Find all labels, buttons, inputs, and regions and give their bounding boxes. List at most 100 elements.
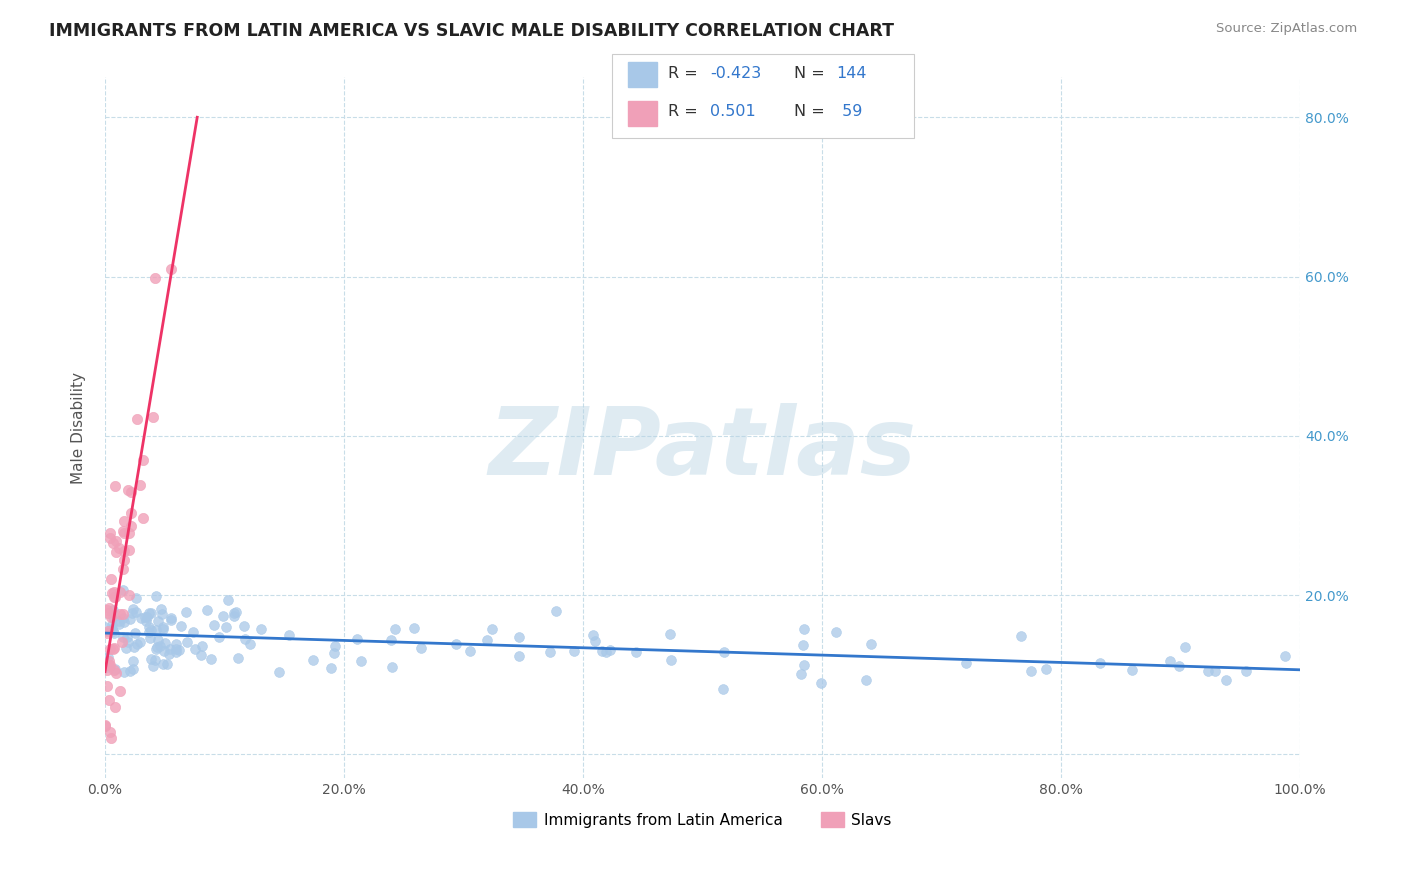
Point bbox=[103, 626, 125, 640]
Point bbox=[122, 640, 145, 654]
Point bbox=[129, 611, 152, 625]
Point bbox=[197, 603, 219, 617]
Point bbox=[118, 664, 141, 678]
Point bbox=[120, 519, 142, 533]
Point bbox=[107, 615, 129, 629]
Point bbox=[226, 650, 249, 665]
Point bbox=[176, 635, 198, 649]
Point bbox=[222, 608, 245, 623]
Point bbox=[658, 626, 681, 640]
Point bbox=[112, 553, 135, 567]
Point bbox=[98, 654, 121, 668]
Point bbox=[97, 607, 120, 621]
Text: IMMIGRANTS FROM LATIN AMERICA VS SLAVIC MALE DISABILITY CORRELATION CHART: IMMIGRANTS FROM LATIN AMERICA VS SLAVIC … bbox=[49, 22, 894, 40]
Text: R =: R = bbox=[668, 66, 703, 80]
Point bbox=[146, 614, 169, 628]
Point bbox=[212, 608, 235, 623]
Point bbox=[1010, 629, 1032, 643]
Point bbox=[508, 630, 530, 644]
Point bbox=[98, 641, 121, 656]
Point bbox=[591, 644, 613, 658]
Point bbox=[384, 622, 406, 636]
Point bbox=[346, 632, 368, 646]
Point bbox=[103, 590, 125, 604]
Point bbox=[114, 640, 136, 655]
Point bbox=[155, 636, 177, 650]
Point bbox=[792, 639, 814, 653]
Point bbox=[152, 622, 174, 636]
Point bbox=[105, 545, 128, 559]
Point bbox=[111, 583, 134, 598]
Text: 59: 59 bbox=[837, 104, 862, 119]
Point bbox=[96, 679, 118, 693]
Point bbox=[101, 586, 124, 600]
Point bbox=[108, 541, 131, 556]
Point bbox=[1197, 665, 1219, 679]
Point bbox=[129, 634, 152, 648]
Point bbox=[101, 622, 124, 636]
Point bbox=[855, 673, 877, 687]
Point bbox=[96, 624, 118, 638]
Point bbox=[104, 662, 127, 676]
Point bbox=[108, 607, 131, 621]
Point bbox=[183, 641, 205, 656]
Point bbox=[98, 724, 121, 739]
Point bbox=[159, 261, 181, 276]
Point bbox=[125, 605, 148, 619]
Point bbox=[127, 637, 149, 651]
Point bbox=[302, 653, 325, 667]
Point bbox=[101, 602, 124, 616]
Point bbox=[111, 562, 134, 576]
Point bbox=[111, 524, 134, 538]
Point bbox=[138, 606, 160, 620]
Point bbox=[232, 619, 254, 633]
Point bbox=[402, 621, 425, 635]
Point bbox=[101, 609, 124, 624]
Point bbox=[112, 543, 135, 558]
Point bbox=[1274, 648, 1296, 663]
Point bbox=[112, 525, 135, 540]
Point bbox=[111, 607, 134, 622]
Point bbox=[233, 632, 256, 647]
Point bbox=[1035, 662, 1057, 676]
Point bbox=[103, 584, 125, 599]
Point bbox=[146, 640, 169, 654]
Point bbox=[141, 652, 163, 666]
Point bbox=[149, 639, 172, 653]
Point bbox=[152, 644, 174, 658]
Point bbox=[118, 588, 141, 602]
Point bbox=[200, 652, 222, 666]
Point bbox=[94, 719, 117, 733]
Point bbox=[138, 631, 160, 645]
Point bbox=[117, 483, 139, 498]
Point bbox=[1167, 659, 1189, 673]
Point bbox=[101, 624, 124, 638]
Point bbox=[143, 271, 166, 285]
Point bbox=[1204, 664, 1226, 678]
Point bbox=[624, 645, 647, 659]
Point bbox=[132, 511, 155, 525]
Point bbox=[481, 623, 503, 637]
Point bbox=[117, 526, 139, 541]
Point bbox=[582, 628, 605, 642]
Point bbox=[97, 693, 120, 707]
Point bbox=[138, 625, 160, 640]
Point bbox=[118, 612, 141, 626]
Point bbox=[138, 620, 160, 634]
Point bbox=[108, 584, 131, 599]
Point bbox=[134, 609, 156, 624]
Point bbox=[1174, 640, 1197, 655]
Point bbox=[135, 614, 157, 628]
Point bbox=[249, 622, 271, 636]
Point bbox=[159, 642, 181, 657]
Point bbox=[97, 657, 120, 672]
Point bbox=[100, 618, 122, 632]
Point bbox=[323, 639, 346, 653]
Point bbox=[96, 660, 118, 674]
Point bbox=[143, 653, 166, 667]
Point bbox=[546, 604, 568, 618]
Point bbox=[174, 605, 197, 619]
Point bbox=[167, 643, 190, 657]
Point bbox=[101, 642, 124, 657]
Point bbox=[110, 684, 132, 698]
